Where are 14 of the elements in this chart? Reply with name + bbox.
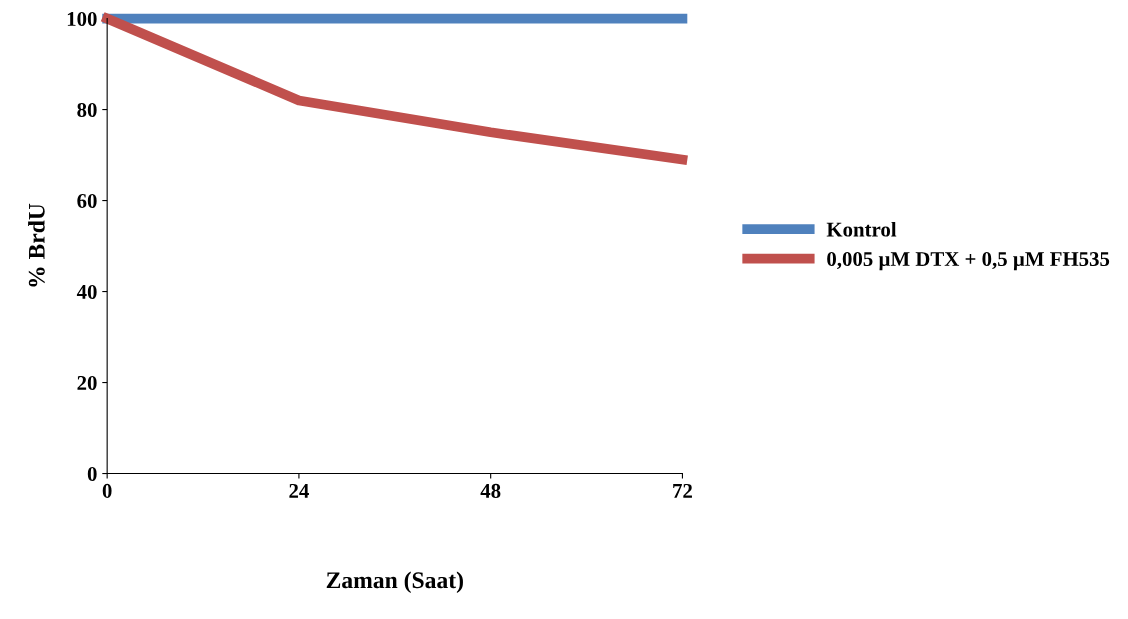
x-tick-label: 72: [673, 483, 692, 498]
y-tick-label: 60: [77, 193, 97, 208]
y-axis-title: % BrdU: [28, 203, 45, 287]
x-axis-title: Zaman (Saat): [326, 571, 463, 594]
y-tick-label: 100: [67, 11, 97, 26]
y-tick-label: 20: [77, 375, 97, 390]
y-tick-label: 0: [87, 466, 97, 481]
x-tick-label: 24: [289, 483, 309, 498]
y-tick-label: 80: [77, 102, 97, 117]
x-tick-label: 0: [102, 483, 112, 498]
x-tick-label: 48: [480, 483, 501, 498]
legend-label: 0,005 µM DTX + 0,5 µM FH535: [827, 251, 1110, 271]
legend-label: Kontrol: [826, 221, 897, 237]
y-tick-label: 40: [76, 284, 97, 299]
